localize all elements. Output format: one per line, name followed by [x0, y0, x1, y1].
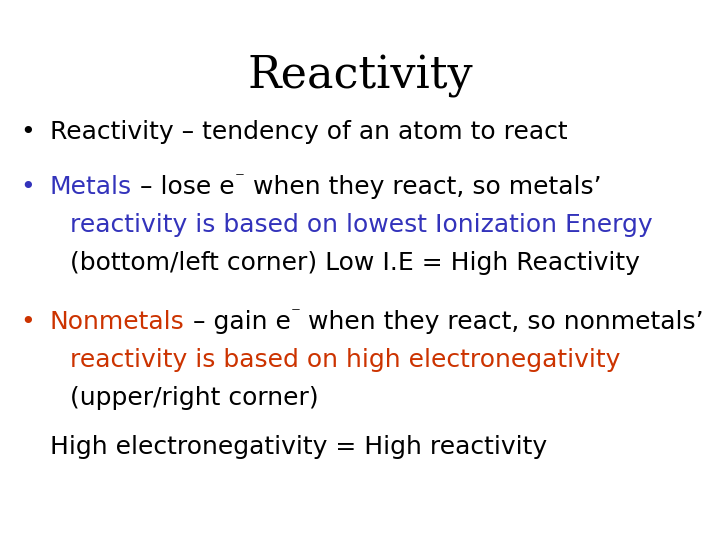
Text: Reactivity: Reactivity	[247, 55, 473, 98]
Text: •: •	[21, 175, 35, 199]
Text: (bottom/left corner) Low I.E = High Reactivity: (bottom/left corner) Low I.E = High Reac…	[70, 251, 640, 275]
Text: Reactivity – tendency of an atom to react: Reactivity – tendency of an atom to reac…	[50, 120, 567, 144]
Text: •: •	[21, 120, 35, 144]
Text: – lose e: – lose e	[132, 175, 235, 199]
Text: ⁻: ⁻	[291, 304, 300, 323]
Text: •: •	[21, 310, 35, 334]
Text: ⁻: ⁻	[235, 169, 245, 188]
Text: – gain e: – gain e	[185, 310, 291, 334]
Text: High electronegativity = High reactivity: High electronegativity = High reactivity	[50, 435, 547, 459]
Text: Nonmetals: Nonmetals	[50, 310, 185, 334]
Text: Metals: Metals	[50, 175, 132, 199]
Text: when they react, so metals’: when they react, so metals’	[245, 175, 601, 199]
Text: (upper/right corner): (upper/right corner)	[70, 386, 319, 410]
Text: reactivity is based on high electronegativity: reactivity is based on high electronegat…	[70, 348, 621, 372]
Text: reactivity is based on lowest Ionization Energy: reactivity is based on lowest Ionization…	[70, 213, 652, 237]
Text: when they react, so nonmetals’: when they react, so nonmetals’	[300, 310, 704, 334]
